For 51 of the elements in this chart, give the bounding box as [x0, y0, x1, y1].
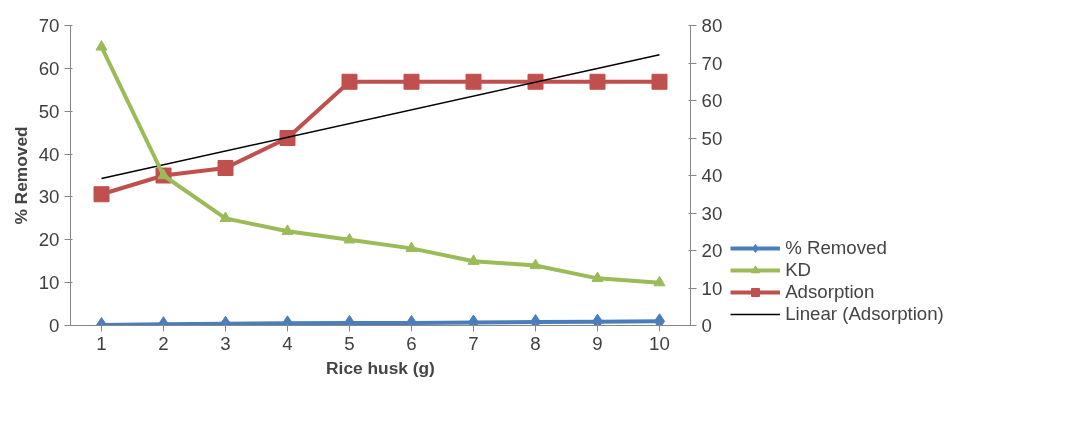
y-tick-label: 30	[38, 186, 60, 208]
x-tick-label: 5	[344, 332, 355, 354]
point	[467, 254, 480, 265]
legend-label: Linear (Adsorption)	[785, 303, 944, 325]
x-axis-title: Rice husk (g)	[326, 357, 435, 378]
y2-tick-label: 70	[701, 52, 723, 74]
y2-tick-label: 80	[701, 15, 723, 36]
point	[591, 271, 604, 283]
y2-tick-label: 20	[701, 240, 723, 261]
point	[343, 232, 356, 244]
point	[219, 211, 232, 223]
y-tick-label: 20	[38, 229, 60, 251]
y-tick-label: 0	[49, 315, 60, 336]
legend-label: Adsorption	[785, 281, 875, 303]
point	[651, 73, 668, 90]
point	[654, 313, 665, 326]
point	[405, 241, 418, 253]
x-tick-label: 10	[649, 332, 670, 354]
legend-label: % Removed	[785, 237, 887, 259]
point	[589, 73, 606, 90]
y2-tick-label: 10	[701, 277, 723, 299]
y2-tick-label: 50	[701, 127, 723, 149]
x-tick-label: 2	[158, 332, 169, 354]
point	[217, 160, 234, 176]
point	[157, 168, 170, 180]
x-tick-label: 3	[220, 332, 231, 354]
point	[93, 186, 110, 203]
point	[281, 224, 294, 235]
y-tick-label: 70	[38, 15, 60, 36]
point	[465, 73, 482, 90]
legend-label: KD	[785, 259, 812, 281]
y2-tick-label: 60	[701, 90, 723, 111]
y-tick-label: 40	[38, 143, 60, 165]
x-tick-label: 9	[592, 332, 603, 354]
x-tick-label: 8	[530, 332, 541, 354]
x-tick-label: 4	[282, 332, 293, 354]
y-tick-label: 60	[38, 57, 60, 79]
y-tick-label: 10	[38, 272, 60, 294]
x-tick-label: 6	[406, 332, 417, 354]
y-tick-label: 50	[38, 100, 60, 122]
x-tick-label: 7	[468, 332, 479, 354]
x-tick-label: 1	[96, 332, 107, 354]
point	[95, 40, 108, 51]
y2-tick-label: 0	[701, 315, 712, 336]
point	[529, 258, 542, 270]
y-axis-title: % Removed	[10, 126, 31, 225]
point	[403, 73, 420, 90]
y2-tick-label: 30	[701, 202, 723, 224]
point	[341, 73, 358, 90]
point	[653, 275, 666, 287]
y2-tick-label: 40	[701, 165, 723, 186]
